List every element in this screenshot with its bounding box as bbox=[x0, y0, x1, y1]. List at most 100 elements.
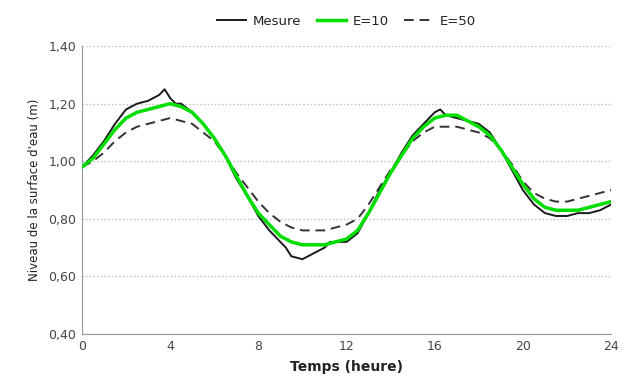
E=50 bbox=[122, 130, 130, 135]
E=50 bbox=[365, 202, 372, 207]
E=50 bbox=[266, 211, 273, 215]
E=50 bbox=[222, 153, 229, 158]
Y-axis label: Niveau de la surface d'eau (m): Niveau de la surface d'eau (m) bbox=[28, 99, 42, 281]
E=50 bbox=[486, 136, 494, 141]
E=10 bbox=[607, 199, 615, 204]
E=10 bbox=[508, 165, 515, 169]
E=10 bbox=[563, 208, 571, 213]
E=50 bbox=[78, 165, 86, 169]
E=50 bbox=[497, 147, 505, 152]
E=50 bbox=[585, 194, 593, 198]
E=50 bbox=[232, 170, 240, 175]
E=50 bbox=[519, 179, 527, 184]
E=50 bbox=[188, 121, 196, 126]
E=50 bbox=[530, 190, 538, 195]
E=50 bbox=[453, 124, 461, 129]
E=10 bbox=[541, 205, 549, 210]
E=50 bbox=[100, 150, 108, 155]
E=50 bbox=[375, 185, 383, 190]
E=50 bbox=[112, 139, 119, 143]
E=10 bbox=[354, 228, 362, 233]
E=10 bbox=[243, 194, 251, 198]
E=50 bbox=[607, 188, 615, 192]
E=50 bbox=[508, 162, 515, 167]
E=10 bbox=[431, 116, 438, 121]
Mesure bbox=[282, 245, 290, 250]
E=50 bbox=[89, 159, 97, 164]
E=10 bbox=[442, 113, 450, 118]
Mesure bbox=[172, 101, 180, 106]
E=50 bbox=[431, 124, 438, 129]
E=10 bbox=[199, 121, 207, 126]
E=10 bbox=[287, 240, 295, 244]
Line: E=50: E=50 bbox=[82, 118, 611, 230]
E=50 bbox=[287, 225, 295, 230]
E=10 bbox=[387, 170, 394, 175]
E=50 bbox=[310, 228, 317, 233]
E=50 bbox=[255, 199, 262, 204]
E=10 bbox=[464, 119, 471, 123]
E=50 bbox=[442, 124, 450, 129]
E=10 bbox=[497, 147, 505, 152]
E=50 bbox=[563, 199, 571, 204]
E=10 bbox=[78, 165, 86, 169]
E=10 bbox=[475, 124, 483, 129]
E=10 bbox=[178, 104, 185, 109]
Mesure bbox=[607, 202, 615, 207]
Line: E=10: E=10 bbox=[82, 104, 611, 245]
E=10 bbox=[299, 243, 306, 247]
Mesure bbox=[442, 113, 450, 118]
E=50 bbox=[409, 139, 416, 143]
E=10 bbox=[575, 208, 582, 213]
E=10 bbox=[321, 243, 328, 247]
E=50 bbox=[166, 116, 174, 121]
E=10 bbox=[486, 133, 494, 137]
E=10 bbox=[343, 237, 350, 242]
E=10 bbox=[420, 124, 428, 129]
E=50 bbox=[321, 228, 328, 233]
E=10 bbox=[210, 136, 218, 141]
E=50 bbox=[134, 124, 141, 129]
E=50 bbox=[277, 220, 284, 224]
E=10 bbox=[530, 196, 538, 201]
E=50 bbox=[243, 185, 251, 190]
E=50 bbox=[575, 196, 582, 201]
E=10 bbox=[332, 240, 340, 244]
E=50 bbox=[475, 130, 483, 135]
E=50 bbox=[199, 130, 207, 135]
Legend: Mesure, E=10, E=50: Mesure, E=10, E=50 bbox=[212, 10, 481, 33]
Mesure bbox=[375, 188, 383, 192]
E=50 bbox=[420, 130, 428, 135]
Mesure bbox=[78, 165, 86, 169]
E=50 bbox=[299, 228, 306, 233]
X-axis label: Temps (heure): Temps (heure) bbox=[290, 359, 403, 374]
E=50 bbox=[541, 196, 549, 201]
E=10 bbox=[597, 202, 604, 207]
E=10 bbox=[222, 153, 229, 158]
E=10 bbox=[89, 156, 97, 161]
E=50 bbox=[210, 139, 218, 143]
E=50 bbox=[178, 119, 185, 123]
Mesure bbox=[161, 87, 168, 91]
E=10 bbox=[409, 136, 416, 141]
E=10 bbox=[277, 234, 284, 238]
E=50 bbox=[332, 225, 340, 230]
E=10 bbox=[519, 182, 527, 187]
Mesure bbox=[409, 133, 416, 137]
E=50 bbox=[144, 121, 152, 126]
E=10 bbox=[585, 205, 593, 210]
E=10 bbox=[134, 110, 141, 114]
E=50 bbox=[464, 127, 471, 132]
E=10 bbox=[232, 174, 240, 178]
E=10 bbox=[398, 153, 406, 158]
Mesure bbox=[398, 150, 406, 155]
E=10 bbox=[552, 208, 560, 213]
E=50 bbox=[155, 119, 163, 123]
E=10 bbox=[144, 107, 152, 112]
Line: Mesure: Mesure bbox=[82, 89, 611, 259]
E=50 bbox=[354, 217, 362, 221]
E=10 bbox=[100, 142, 108, 146]
E=10 bbox=[255, 211, 262, 215]
E=10 bbox=[122, 116, 130, 121]
E=50 bbox=[343, 222, 350, 227]
